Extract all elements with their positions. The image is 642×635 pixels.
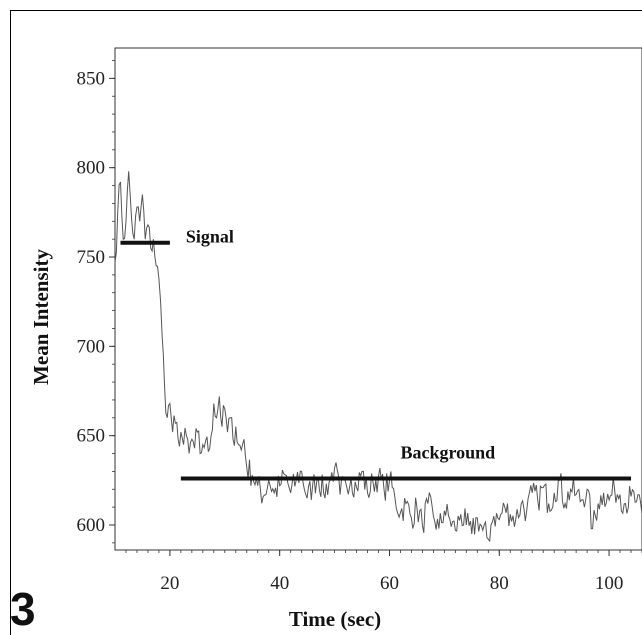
- x-tick-label: 60: [380, 573, 399, 594]
- y-tick-label: 700: [77, 336, 106, 357]
- annotation-label-signal: Signal: [186, 227, 234, 247]
- x-tick-label: 40: [270, 573, 289, 594]
- y-tick-label: 800: [77, 158, 106, 179]
- y-axis-title: Mean Intensity: [29, 249, 53, 385]
- chart-plot-area: 600 650 700 750 800 850 20 40 60 80 100 Signal Backg…: [77, 47, 642, 594]
- panel-label: 3: [10, 583, 36, 635]
- y-tick-label: 750: [77, 247, 106, 268]
- y-tick-label: 600: [77, 515, 106, 536]
- y-tick-label: 850: [77, 68, 106, 89]
- x-tick-label: 100: [595, 573, 624, 594]
- y-tick-label: 650: [77, 426, 106, 447]
- figure-frame: [10, 10, 642, 635]
- x-tick-label: 80: [490, 573, 509, 594]
- annotation-label-background: Background: [400, 443, 495, 463]
- x-axis-title: Time (sec): [289, 607, 381, 631]
- x-tick-label: 20: [160, 573, 179, 594]
